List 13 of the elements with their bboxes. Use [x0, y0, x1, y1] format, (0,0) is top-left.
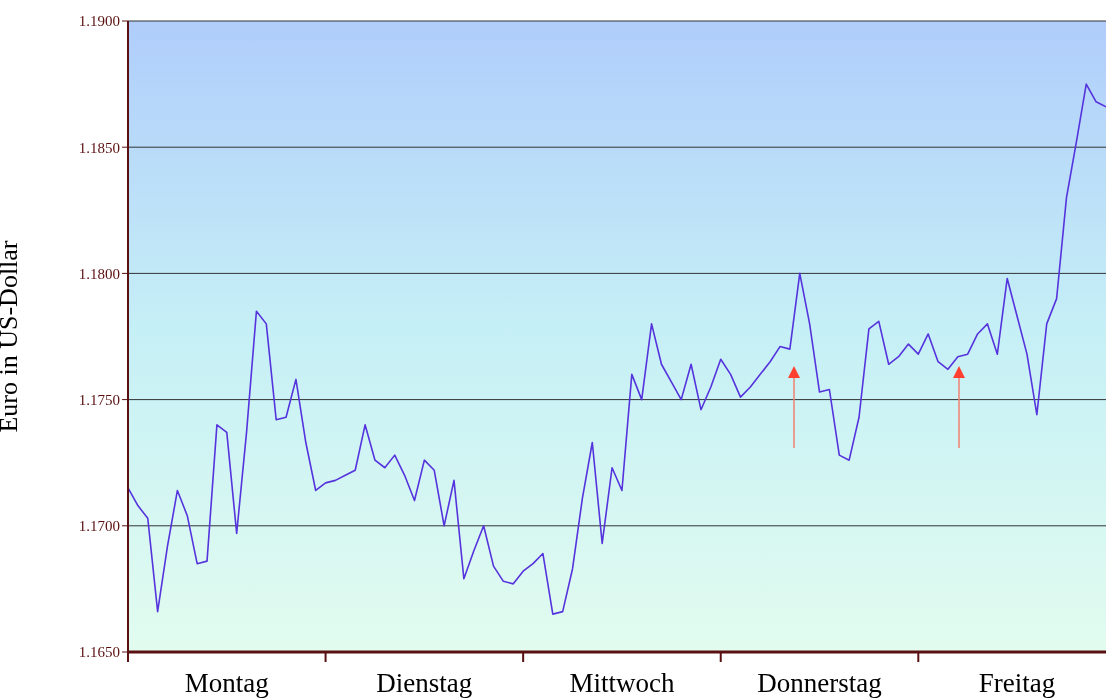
line-series: [128, 83, 1106, 615]
y-axis-title: Euro in US-Dollar: [0, 240, 24, 433]
x-tick-label: Donnerstag: [757, 668, 882, 698]
y-tick-label: 1.1900: [78, 13, 120, 30]
y-tick-label: 1.1750: [78, 391, 120, 408]
y-tick-label: 1.1700: [78, 518, 120, 535]
y-tick-label: 1.1800: [78, 265, 120, 282]
x-tick-label: Mittwoch: [569, 668, 675, 698]
y-tick-label: 1.1850: [78, 139, 120, 156]
y-tick-label: 1.1650: [78, 644, 120, 661]
x-tick-label: Montag: [184, 668, 269, 698]
x-tick-label: Freitag: [978, 668, 1056, 698]
x-tick-label: Dienstag: [376, 668, 473, 698]
